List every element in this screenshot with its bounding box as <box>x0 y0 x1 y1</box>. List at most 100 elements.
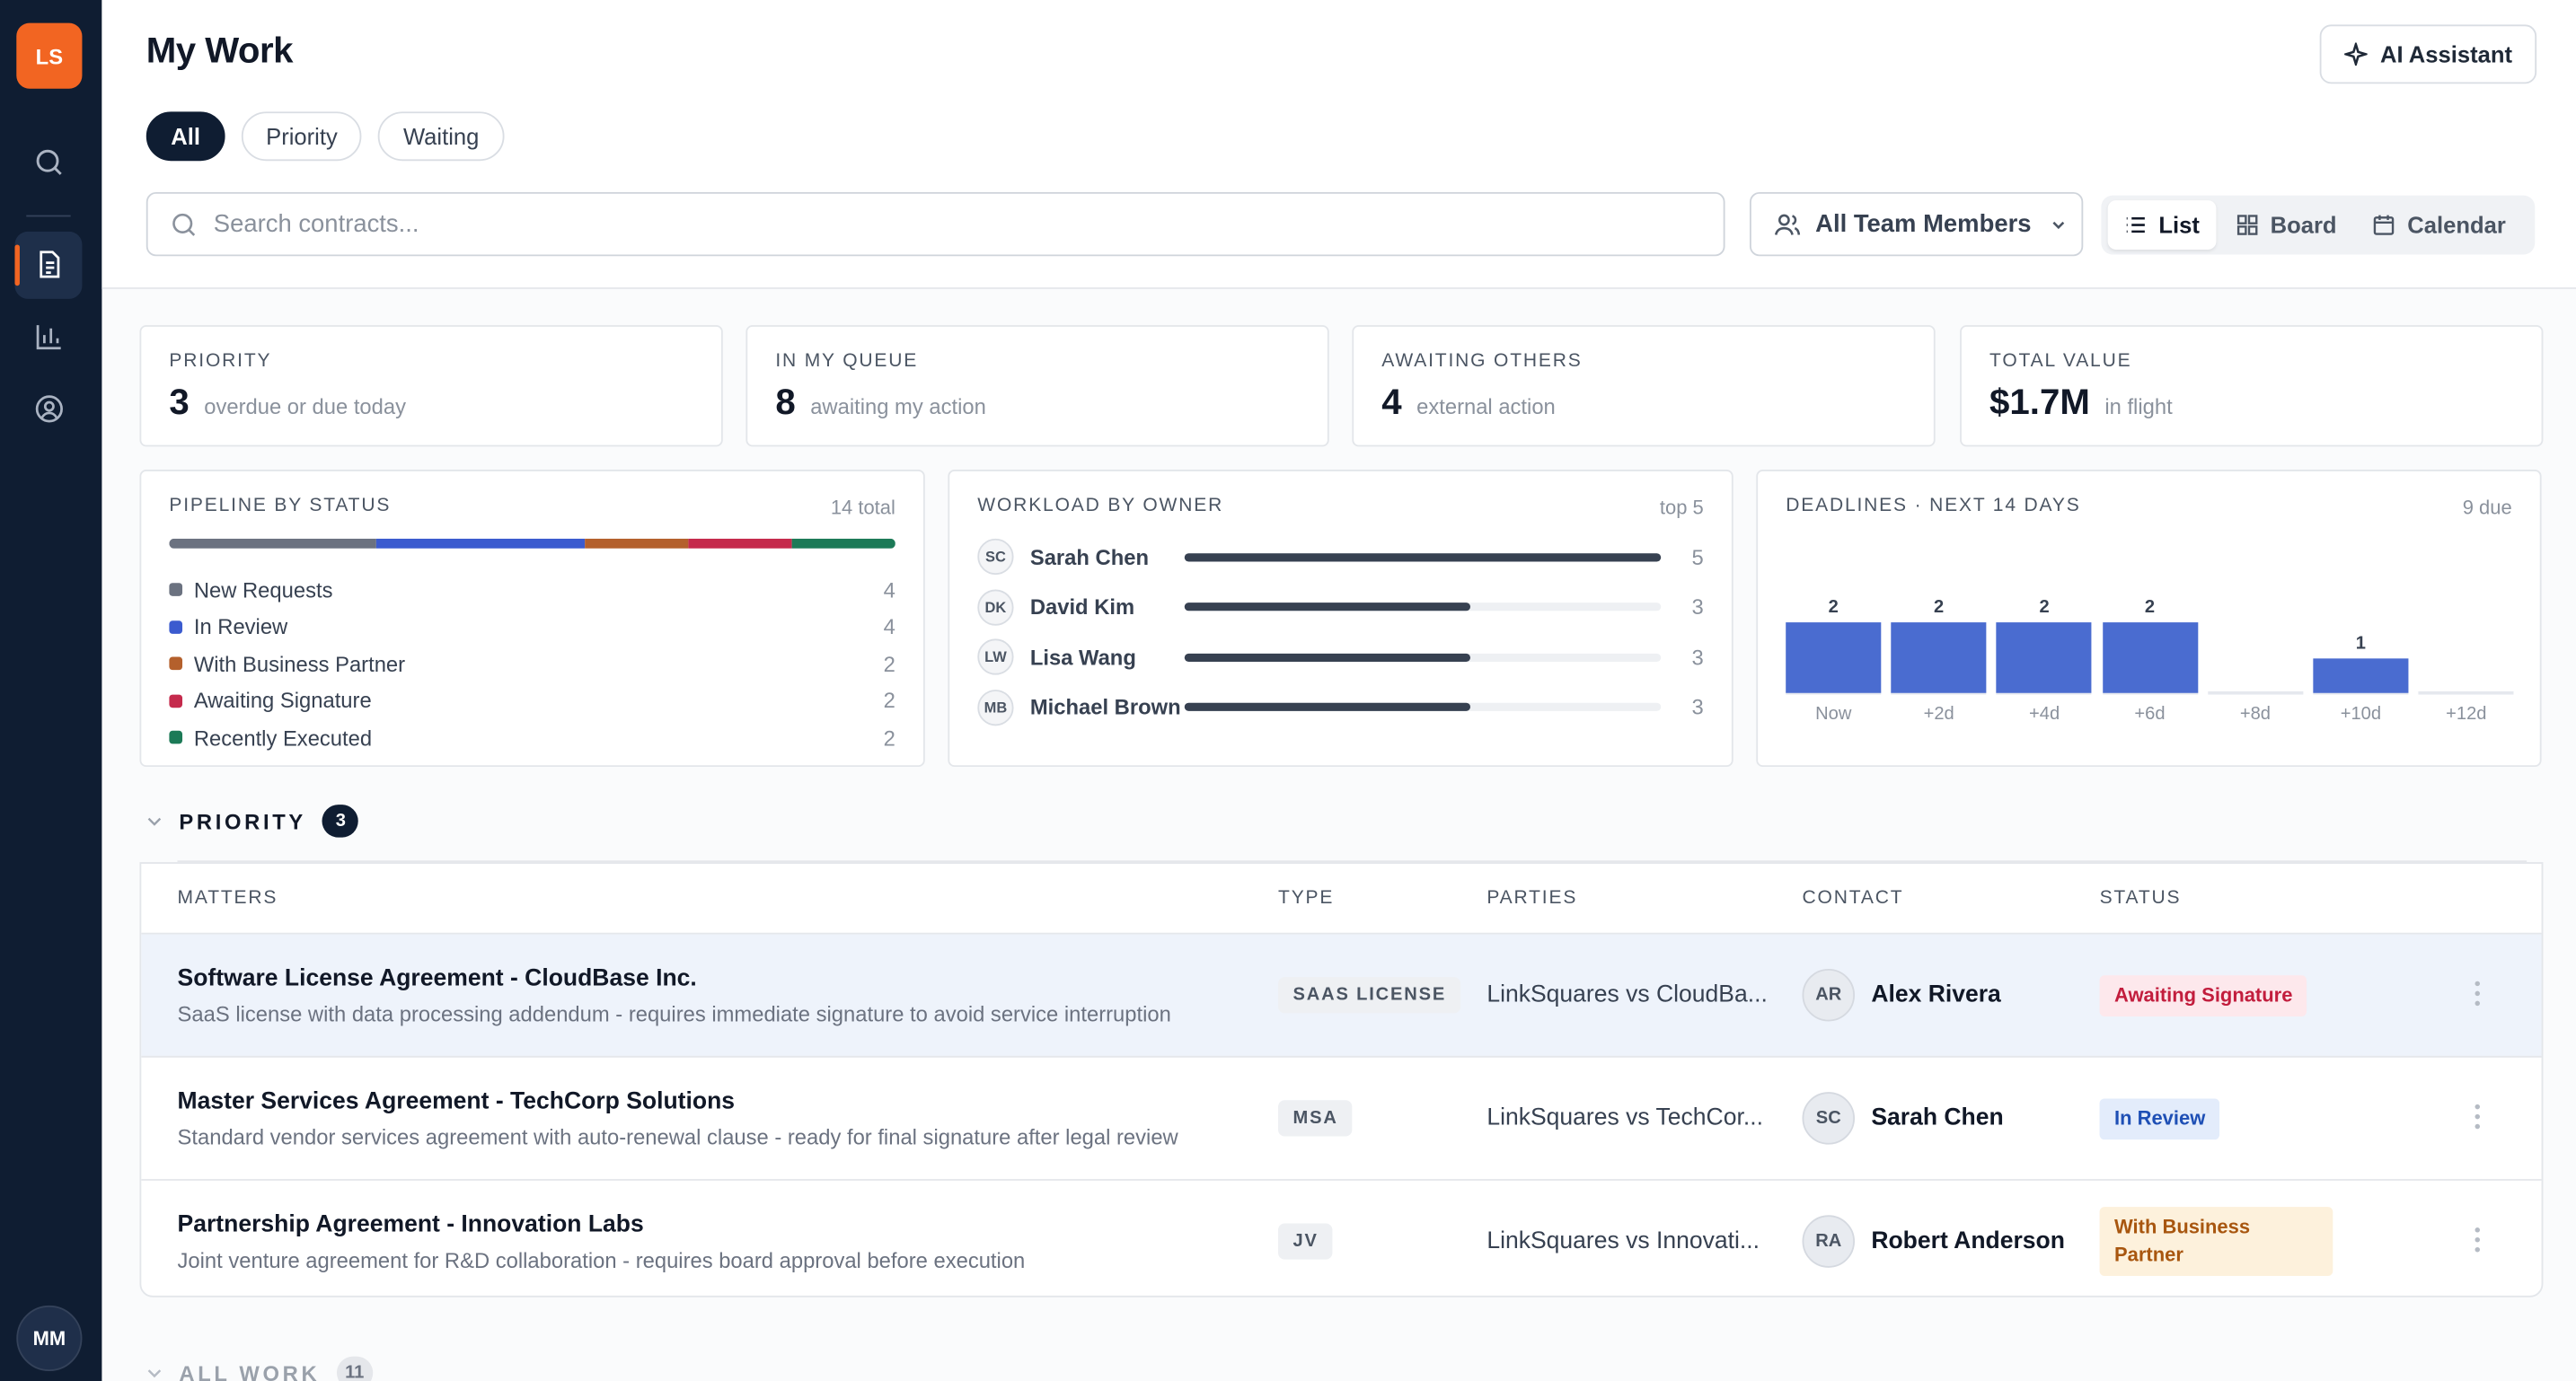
search-box[interactable]: Search contracts... <box>146 191 1725 257</box>
contact-name: Sarah Chen <box>1871 1104 2004 1132</box>
documents-icon[interactable] <box>31 246 67 282</box>
bin-label: +2d <box>1923 704 1954 725</box>
bar-value: 2 <box>2039 597 2050 618</box>
table-row[interactable]: Software License Agreement - CloudBase I… <box>141 934 2542 1058</box>
filter-tab[interactable]: All <box>146 111 225 162</box>
stat-line: 4 external action <box>1381 381 1905 424</box>
owner-name: Lisa Wang <box>1029 645 1136 670</box>
sidebar: LS MM <box>0 0 102 1381</box>
contact-name: Robert Anderson <box>1871 1227 2065 1255</box>
owner-initials: SC <box>977 539 1014 576</box>
panel-title: WORKLOAD BY OWNER <box>977 496 1224 516</box>
legend-label: Recently Executed <box>193 725 373 751</box>
workload-bar <box>1184 603 1471 611</box>
deadline-slot: 2 +4d <box>1997 529 2093 724</box>
section-header[interactable]: ALL WORK 11 <box>146 1356 373 1381</box>
view-label: List <box>2158 211 2200 239</box>
view-option[interactable]: Board <box>2219 200 2353 250</box>
bin-label: Now <box>1815 704 1852 725</box>
row-menu[interactable] <box>2475 1227 2481 1261</box>
bin-label: +8d <box>2239 704 2272 725</box>
column-header: PARTIES <box>1486 888 1578 909</box>
section-header[interactable]: PRIORITY 3 <box>146 805 359 838</box>
view-label: Calendar <box>2407 211 2506 239</box>
stat-line: $1.7M in flight <box>1989 381 2513 424</box>
section-title: PRIORITY <box>179 808 306 834</box>
analytics-icon[interactable] <box>31 319 67 355</box>
deadlines-panel: DEADLINES · NEXT 14 DAYS 9 due 2 Now 2 +2d 2 +4… <box>1756 470 2542 768</box>
parties: LinkSquares vs CloudBa... <box>1486 981 1768 1008</box>
status-badge: In Review <box>2099 1097 2220 1139</box>
workload-panel: WORKLOAD BY OWNER top 5 SC Sarah Chen 5 DK Dav… <box>948 470 1734 768</box>
table-row[interactable]: Partnership Agreement - Innovation Labs J… <box>141 1181 2541 1296</box>
profile-icon[interactable] <box>31 391 67 427</box>
parties-cell: LinkSquares vs CloudBa... <box>1486 982 1802 1008</box>
stat-value: $1.7M <box>1989 381 2090 422</box>
filter-tab[interactable]: Waiting <box>378 111 504 162</box>
deadline-bar <box>1891 622 1987 693</box>
table-row[interactable]: Master Services Agreement - TechCorp Sol… <box>141 1058 2542 1181</box>
panel-note: top 5 <box>1659 496 1704 519</box>
bar-value: 1 <box>2355 632 2366 653</box>
owner-row: SC Sarah Chen 5 <box>977 532 1704 583</box>
section-title: ALL WORK <box>179 1360 321 1381</box>
column-header: CONTACT <box>1802 888 1904 909</box>
status-cell: In Review <box>2099 1097 2429 1139</box>
view-switcher: List Board Calendar <box>2101 195 2536 255</box>
parties: LinkSquares vs TechCor... <box>1486 1104 1763 1132</box>
pipeline-segment <box>169 538 377 549</box>
column-header: MATTERS <box>177 888 278 909</box>
search-icon[interactable] <box>31 145 67 180</box>
status-cell: Awaiting Signature <box>2099 974 2429 1016</box>
deadline-slot: 2 +6d <box>2102 529 2198 724</box>
workload-bar <box>1184 552 1662 561</box>
count-badge: 11 <box>336 1356 373 1381</box>
row-menu[interactable] <box>2475 981 2481 1015</box>
deadline-slot: +12d <box>2418 529 2514 724</box>
matter-description: Joint venture agreement for R&D collabor… <box>177 1246 1026 1272</box>
stat-card: IN MY QUEUE 8 awaiting my action <box>745 325 1329 447</box>
panel-header: WORKLOAD BY OWNER top 5 <box>977 496 1703 519</box>
parties-cell: LinkSquares vs TechCor... <box>1486 1105 1802 1131</box>
pipeline-segment <box>791 538 895 549</box>
table-header: MATTERS TYPE PARTIES CONTACT STATUS <box>141 864 2542 935</box>
panel-header: PIPELINE BY STATUS 14 total <box>169 496 895 519</box>
stat-value: 4 <box>1381 381 1402 422</box>
deadline-bar <box>2313 657 2409 693</box>
stat-card: PRIORITY 3 overdue or due today <box>139 325 723 447</box>
workload-track <box>1184 653 1662 662</box>
logo[interactable]: LS <box>16 22 83 89</box>
owner-initials: LW <box>977 638 1014 676</box>
stat-label: IN MY QUEUE <box>775 351 919 372</box>
panel-header: DEADLINES · NEXT 14 DAYS 9 due <box>1786 496 2511 519</box>
view-option[interactable]: List <box>2107 200 2217 250</box>
legend-count: 4 <box>883 577 895 603</box>
status-cell: With Business Partner <box>2099 1207 2429 1276</box>
filter-tab[interactable]: Priority <box>241 111 363 162</box>
stat-label: TOTAL VALUE <box>1989 351 2132 372</box>
ai-assistant-button[interactable]: AI Assistant <box>2319 24 2537 84</box>
legend-count: 2 <box>883 688 895 714</box>
stat-line: 8 awaiting my action <box>775 381 1299 424</box>
user-avatar[interactable]: MM <box>16 1305 83 1372</box>
matter-cell: Software License Agreement - CloudBase I… <box>141 964 1278 1025</box>
baseline <box>2207 690 2303 695</box>
owner-initials: MB <box>977 689 1014 726</box>
legend-count: 4 <box>883 614 895 639</box>
baseline <box>1997 690 2093 695</box>
team-filter[interactable]: All Team Members <box>1749 191 2084 257</box>
pipeline-panel: PIPELINE BY STATUS 14 total New Requests 4 I… <box>139 470 925 768</box>
contact-initials: RA <box>1802 1215 1856 1268</box>
stat-note: overdue or due today <box>204 393 407 419</box>
panel-title: PIPELINE BY STATUS <box>169 496 392 516</box>
legend-item: Awaiting Signature 2 <box>169 682 895 719</box>
matters-table: MATTERS TYPE PARTIES CONTACT STATUS Software … <box>139 862 2544 1297</box>
matter-description: SaaS license with data processing addend… <box>177 1000 1171 1026</box>
button-label: AI Assistant <box>2379 40 2513 67</box>
count-badge: 3 <box>322 805 359 838</box>
view-option[interactable]: Calendar <box>2357 200 2523 250</box>
owner-name: Michael Brown <box>1029 695 1181 720</box>
bin-label: +6d <box>2134 704 2166 725</box>
panel-title: DEADLINES · NEXT 14 DAYS <box>1786 496 2081 516</box>
row-menu[interactable] <box>2475 1104 2481 1138</box>
